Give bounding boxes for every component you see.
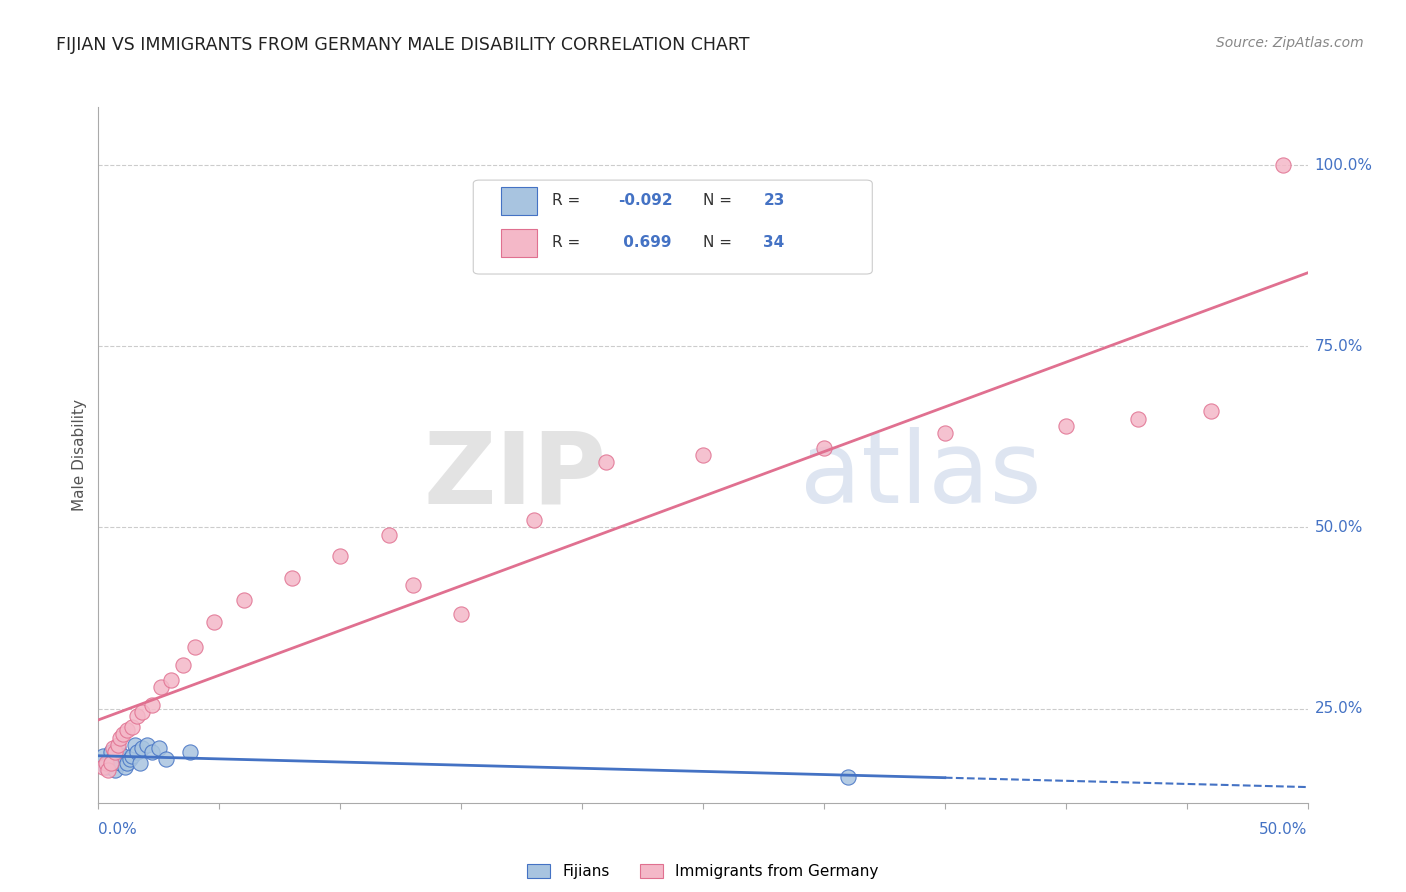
Point xyxy=(184,640,207,654)
Text: 75.0%: 75.0% xyxy=(1315,339,1362,354)
Text: ZIP: ZIP xyxy=(423,427,606,524)
Point xyxy=(107,738,129,752)
Text: N =: N = xyxy=(703,194,737,209)
Text: R =: R = xyxy=(551,194,585,209)
Point xyxy=(101,741,124,756)
Point xyxy=(108,731,131,745)
Text: 0.699: 0.699 xyxy=(619,235,672,251)
Point xyxy=(97,756,120,770)
Point xyxy=(837,771,859,785)
Point xyxy=(131,705,153,719)
Point xyxy=(121,748,143,763)
Y-axis label: Male Disability: Male Disability xyxy=(72,399,87,511)
Point xyxy=(281,571,304,585)
Legend: Fijians, Immigrants from Germany: Fijians, Immigrants from Germany xyxy=(522,858,884,886)
Point xyxy=(121,720,143,734)
Point xyxy=(124,738,146,752)
Point xyxy=(934,426,956,441)
Point xyxy=(1272,158,1295,172)
Point xyxy=(104,745,127,759)
Point xyxy=(135,738,157,752)
Point xyxy=(155,752,177,766)
Text: -0.092: -0.092 xyxy=(619,194,673,209)
Point xyxy=(131,741,153,756)
Point xyxy=(94,759,117,773)
Text: R =: R = xyxy=(551,235,585,251)
Point xyxy=(377,527,399,541)
Point xyxy=(111,727,134,741)
Point xyxy=(94,756,117,770)
Point xyxy=(91,748,114,763)
Text: 100.0%: 100.0% xyxy=(1315,158,1372,172)
Point xyxy=(402,578,425,592)
FancyBboxPatch shape xyxy=(501,187,537,215)
Point xyxy=(107,741,129,756)
FancyBboxPatch shape xyxy=(474,180,872,274)
Point xyxy=(150,680,173,694)
Text: 34: 34 xyxy=(763,235,785,251)
Text: FIJIAN VS IMMIGRANTS FROM GERMANY MALE DISABILITY CORRELATION CHART: FIJIAN VS IMMIGRANTS FROM GERMANY MALE D… xyxy=(56,36,749,54)
Point xyxy=(692,448,714,462)
Point xyxy=(232,592,254,607)
Point xyxy=(595,455,617,469)
Point xyxy=(114,759,136,773)
Point xyxy=(128,756,150,770)
Point xyxy=(117,723,139,738)
Point xyxy=(1128,411,1150,425)
Point xyxy=(141,745,163,759)
Point xyxy=(108,756,131,770)
Point xyxy=(127,708,149,723)
Text: Source: ZipAtlas.com: Source: ZipAtlas.com xyxy=(1216,36,1364,50)
FancyBboxPatch shape xyxy=(501,228,537,257)
Text: N =: N = xyxy=(703,235,737,251)
Point xyxy=(148,741,170,756)
Point xyxy=(329,549,352,564)
Point xyxy=(91,759,114,773)
Point xyxy=(101,752,124,766)
Point xyxy=(450,607,472,622)
Text: 23: 23 xyxy=(763,194,785,209)
Point xyxy=(523,513,546,527)
Point xyxy=(100,756,122,770)
Point xyxy=(172,658,194,673)
Point xyxy=(104,763,127,777)
Point xyxy=(118,752,141,766)
Point xyxy=(179,745,201,759)
Point xyxy=(160,673,183,687)
Point xyxy=(813,441,835,455)
Point xyxy=(127,745,149,759)
Point xyxy=(204,615,226,629)
Text: 50.0%: 50.0% xyxy=(1315,520,1362,535)
Point xyxy=(1054,419,1077,434)
Text: 50.0%: 50.0% xyxy=(1260,822,1308,838)
Text: 0.0%: 0.0% xyxy=(98,822,138,838)
Text: atlas: atlas xyxy=(800,427,1042,524)
Point xyxy=(100,745,122,759)
Point xyxy=(117,756,139,770)
Point xyxy=(111,748,134,763)
Point xyxy=(97,763,120,777)
Point xyxy=(1199,404,1222,418)
Point xyxy=(141,698,163,712)
Text: 25.0%: 25.0% xyxy=(1315,701,1362,716)
